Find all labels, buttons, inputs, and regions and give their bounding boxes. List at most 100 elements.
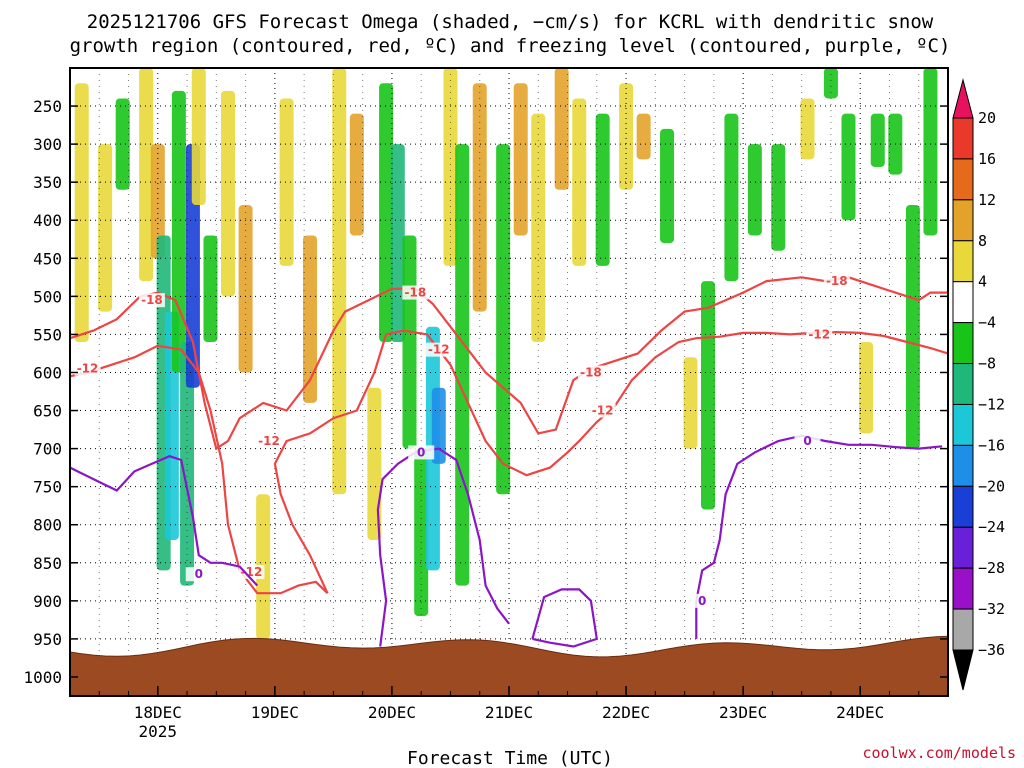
colorbar-segment-1 xyxy=(952,158,974,201)
colorbar-label-4: 4 xyxy=(978,273,987,291)
contour-label-dgz-minus12-3: -12 xyxy=(592,404,614,418)
colorbar-label-12: −32 xyxy=(978,600,1005,618)
x-tick-label-23DEC: 23DEC xyxy=(719,703,767,722)
omega-cell-35 xyxy=(619,83,634,190)
contour-dgz-minus18 xyxy=(70,276,948,451)
y-tick-label-400: 400 xyxy=(33,211,62,230)
y-tick-label-300: 300 xyxy=(33,135,62,154)
y-tick-label-800: 800 xyxy=(33,516,62,535)
contour-label-bg xyxy=(74,361,101,376)
omega-cell-47 xyxy=(870,113,885,167)
credit-text: coolwx.com/models xyxy=(862,744,1016,762)
x-tick-label-19DEC: 19DEC xyxy=(251,703,299,722)
contour-label-dgz-minus18-0: -18 xyxy=(141,293,163,307)
contour-freezing-level-0 xyxy=(70,455,259,587)
y-axis: 250 300 350 400 450 500 550 600 650 700 750 800 850 9… xyxy=(23,97,948,687)
y-tick-label-500: 500 xyxy=(33,287,62,306)
colorbar-label-1: 16 xyxy=(978,150,996,168)
contour-freezing-level-0d xyxy=(695,434,943,639)
contour-label-bg xyxy=(806,327,833,342)
omega-cell-41 xyxy=(747,144,762,236)
y-tick-label-250: 250 xyxy=(33,97,62,116)
omega-cell-25 xyxy=(431,387,446,464)
contour-label-bg xyxy=(577,365,604,380)
x-axis-title: Forecast Time (UTC) xyxy=(407,748,613,768)
y-tick-label-950: 950 xyxy=(33,630,62,649)
contour-label-bg xyxy=(823,274,850,289)
omega-cell-15 xyxy=(279,98,294,266)
omega-cell-0 xyxy=(74,83,89,343)
colorbar: 20 16 12 8 4 −4 −8 −12 −16 −20 −24 −28 −32 −36 xyxy=(952,78,1005,691)
contour-label-bg xyxy=(238,564,265,579)
contour-label-bg xyxy=(256,433,283,448)
omega-cell-26 xyxy=(443,68,458,266)
colorbar-label-11: −28 xyxy=(978,559,1005,577)
colorbar-label-2: 12 xyxy=(978,191,996,209)
omega-cell-30 xyxy=(513,83,528,236)
omega-cell-29 xyxy=(496,144,511,495)
omega-cell-16 xyxy=(302,235,317,403)
colorbar-label-7: −12 xyxy=(978,395,1005,413)
omega-cell-33 xyxy=(572,98,587,266)
x-tick-label-22DEC: 22DEC xyxy=(602,703,650,722)
contour-label-bg xyxy=(138,293,165,308)
colorbar-segment-0 xyxy=(952,117,974,160)
y-tick-label-750: 750 xyxy=(33,478,62,497)
colorbar-segment-9 xyxy=(952,485,974,528)
omega-cell-44 xyxy=(823,68,838,99)
omega-cell-49 xyxy=(905,205,920,449)
plot-area: -18 -18 -18 -18 -12 -12 -12 -12 -12 -12 0 0 0 0 xyxy=(70,68,948,696)
colorbar-label-13: −36 xyxy=(978,641,1005,659)
contour-label-dgz-minus12-1: -12 xyxy=(258,434,280,448)
contour-label-bg xyxy=(185,567,212,582)
y-tick-label-350: 350 xyxy=(33,173,62,192)
contour-freezing-level-0c xyxy=(531,588,599,648)
omega-cell-46 xyxy=(859,342,874,434)
y-tick-label-550: 550 xyxy=(33,325,62,344)
colorbar-segment-10 xyxy=(952,526,974,569)
y-tick-label-850: 850 xyxy=(33,554,62,573)
colorbar-segment-3 xyxy=(952,240,974,283)
y-tick-label-600: 600 xyxy=(33,363,62,382)
x-tick-label-20DEC: 20DEC xyxy=(368,703,416,722)
x-tick-label-24DEC: 24DEC xyxy=(836,703,884,722)
omega-cell-2 xyxy=(115,98,130,190)
contour-label-dgz-minus12-4: -12 xyxy=(241,565,263,579)
contour-dgz-minus12 xyxy=(70,329,948,595)
contour-label-dgz-minus12-5: -12 xyxy=(808,327,830,341)
omega-cell-34 xyxy=(595,113,610,266)
colorbar-label-0: 20 xyxy=(978,109,996,127)
colorbar-label-5: −4 xyxy=(978,314,996,332)
omega-cell-21 xyxy=(390,144,405,343)
contour-label-bg xyxy=(794,433,821,448)
omega-cell-31 xyxy=(531,113,546,343)
colorbar-segment-5 xyxy=(952,322,974,365)
omega-cell-17 xyxy=(332,68,347,495)
omega-cell-22 xyxy=(402,235,417,449)
contour-label-bg xyxy=(689,593,716,608)
contour-label-dgz-minus18-2: -18 xyxy=(826,274,848,288)
omega-cell-18 xyxy=(349,113,364,236)
contour-label-freezing-level-0b-0: 0 xyxy=(417,445,425,459)
omega-cell-36 xyxy=(636,113,651,160)
colorbar-label-3: 8 xyxy=(978,232,987,250)
x-tick-sublabel-18DEC: 2025 xyxy=(139,722,178,741)
colorbar-bottom-arrow xyxy=(952,649,974,691)
chart-title-line-2: growth region (contoured, red, ºC) and f… xyxy=(70,35,951,57)
y-tick-label-900: 900 xyxy=(33,592,62,611)
omega-cell-42 xyxy=(771,144,786,251)
temperature-contours: -18 -18 -18 -18 -12 -12 -12 -12 -12 -12 0 0 0 0 xyxy=(70,274,948,648)
contour-label-dgz-minus12-0: -12 xyxy=(77,362,99,376)
contour-label-dgz-minus12-2: -12 xyxy=(428,343,450,357)
omega-cell-39 xyxy=(701,281,716,510)
colorbar-segment-11 xyxy=(952,567,974,610)
omega-cell-12 xyxy=(221,90,236,297)
omega-cell-3 xyxy=(139,68,154,282)
y-tick-label-1000: 1000 xyxy=(23,668,62,687)
colorbar-segment-4 xyxy=(952,281,974,324)
contour-label-bg xyxy=(589,403,616,418)
omega-cell-19 xyxy=(367,387,382,540)
contour-label-dgz-minus18-1: -18 xyxy=(580,365,602,379)
omega-cell-7 xyxy=(171,90,186,373)
